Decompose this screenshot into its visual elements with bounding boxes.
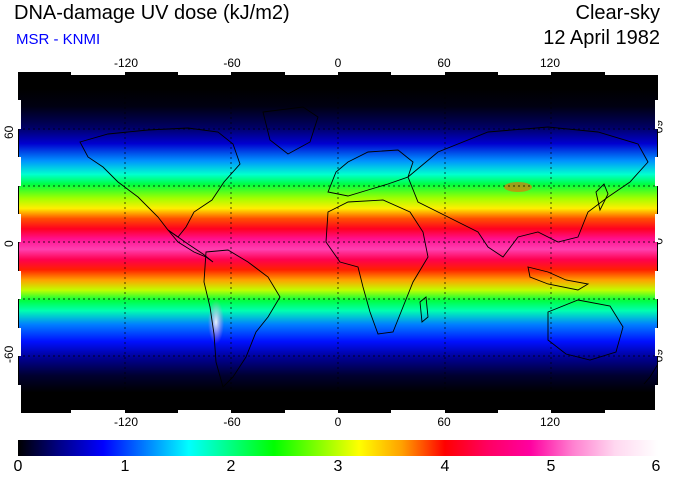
colorbar-label: 2 <box>226 458 236 475</box>
lon-tick-bottom: 0 <box>334 415 342 429</box>
colorbar-label: 0 <box>13 458 23 475</box>
lon-tick-top: 60 <box>437 56 451 70</box>
lat-tick-left: 0 <box>2 240 16 247</box>
lat-tick-left: -60 <box>2 345 16 363</box>
graticule <box>18 72 658 413</box>
colorbar-gradient <box>18 440 658 456</box>
lon-tick-top: 0 <box>334 56 342 70</box>
date-label: 12 April 1982 <box>543 27 660 49</box>
lat-tick-left: 60 <box>2 125 16 139</box>
colorbar-label: 5 <box>546 458 556 475</box>
colorbar <box>18 440 658 456</box>
frame-ticks <box>18 72 658 413</box>
lon-tick-top: 120 <box>539 56 561 70</box>
lon-tick-top: -60 <box>223 56 241 70</box>
colorbar-label: 3 <box>333 458 343 475</box>
map-title: DNA-damage UV dose (kJ/m2) <box>14 2 290 24</box>
sky-condition-label: Clear-sky <box>575 2 660 24</box>
colorbar-label: 6 <box>651 458 661 475</box>
colorbar-label: 4 <box>440 458 450 475</box>
lon-tick-top: -120 <box>113 56 139 70</box>
uv-dose-map <box>18 72 658 413</box>
tibet-hotspot <box>504 182 532 192</box>
andes-hotspot <box>208 300 224 344</box>
lon-tick-bottom: -120 <box>113 415 139 429</box>
lon-tick-bottom: 120 <box>539 415 561 429</box>
lon-tick-bottom: -60 <box>223 415 241 429</box>
colorbar-label: 1 <box>120 458 130 475</box>
source-label: MSR - KNMI <box>16 31 101 48</box>
lon-tick-bottom: 60 <box>437 415 451 429</box>
